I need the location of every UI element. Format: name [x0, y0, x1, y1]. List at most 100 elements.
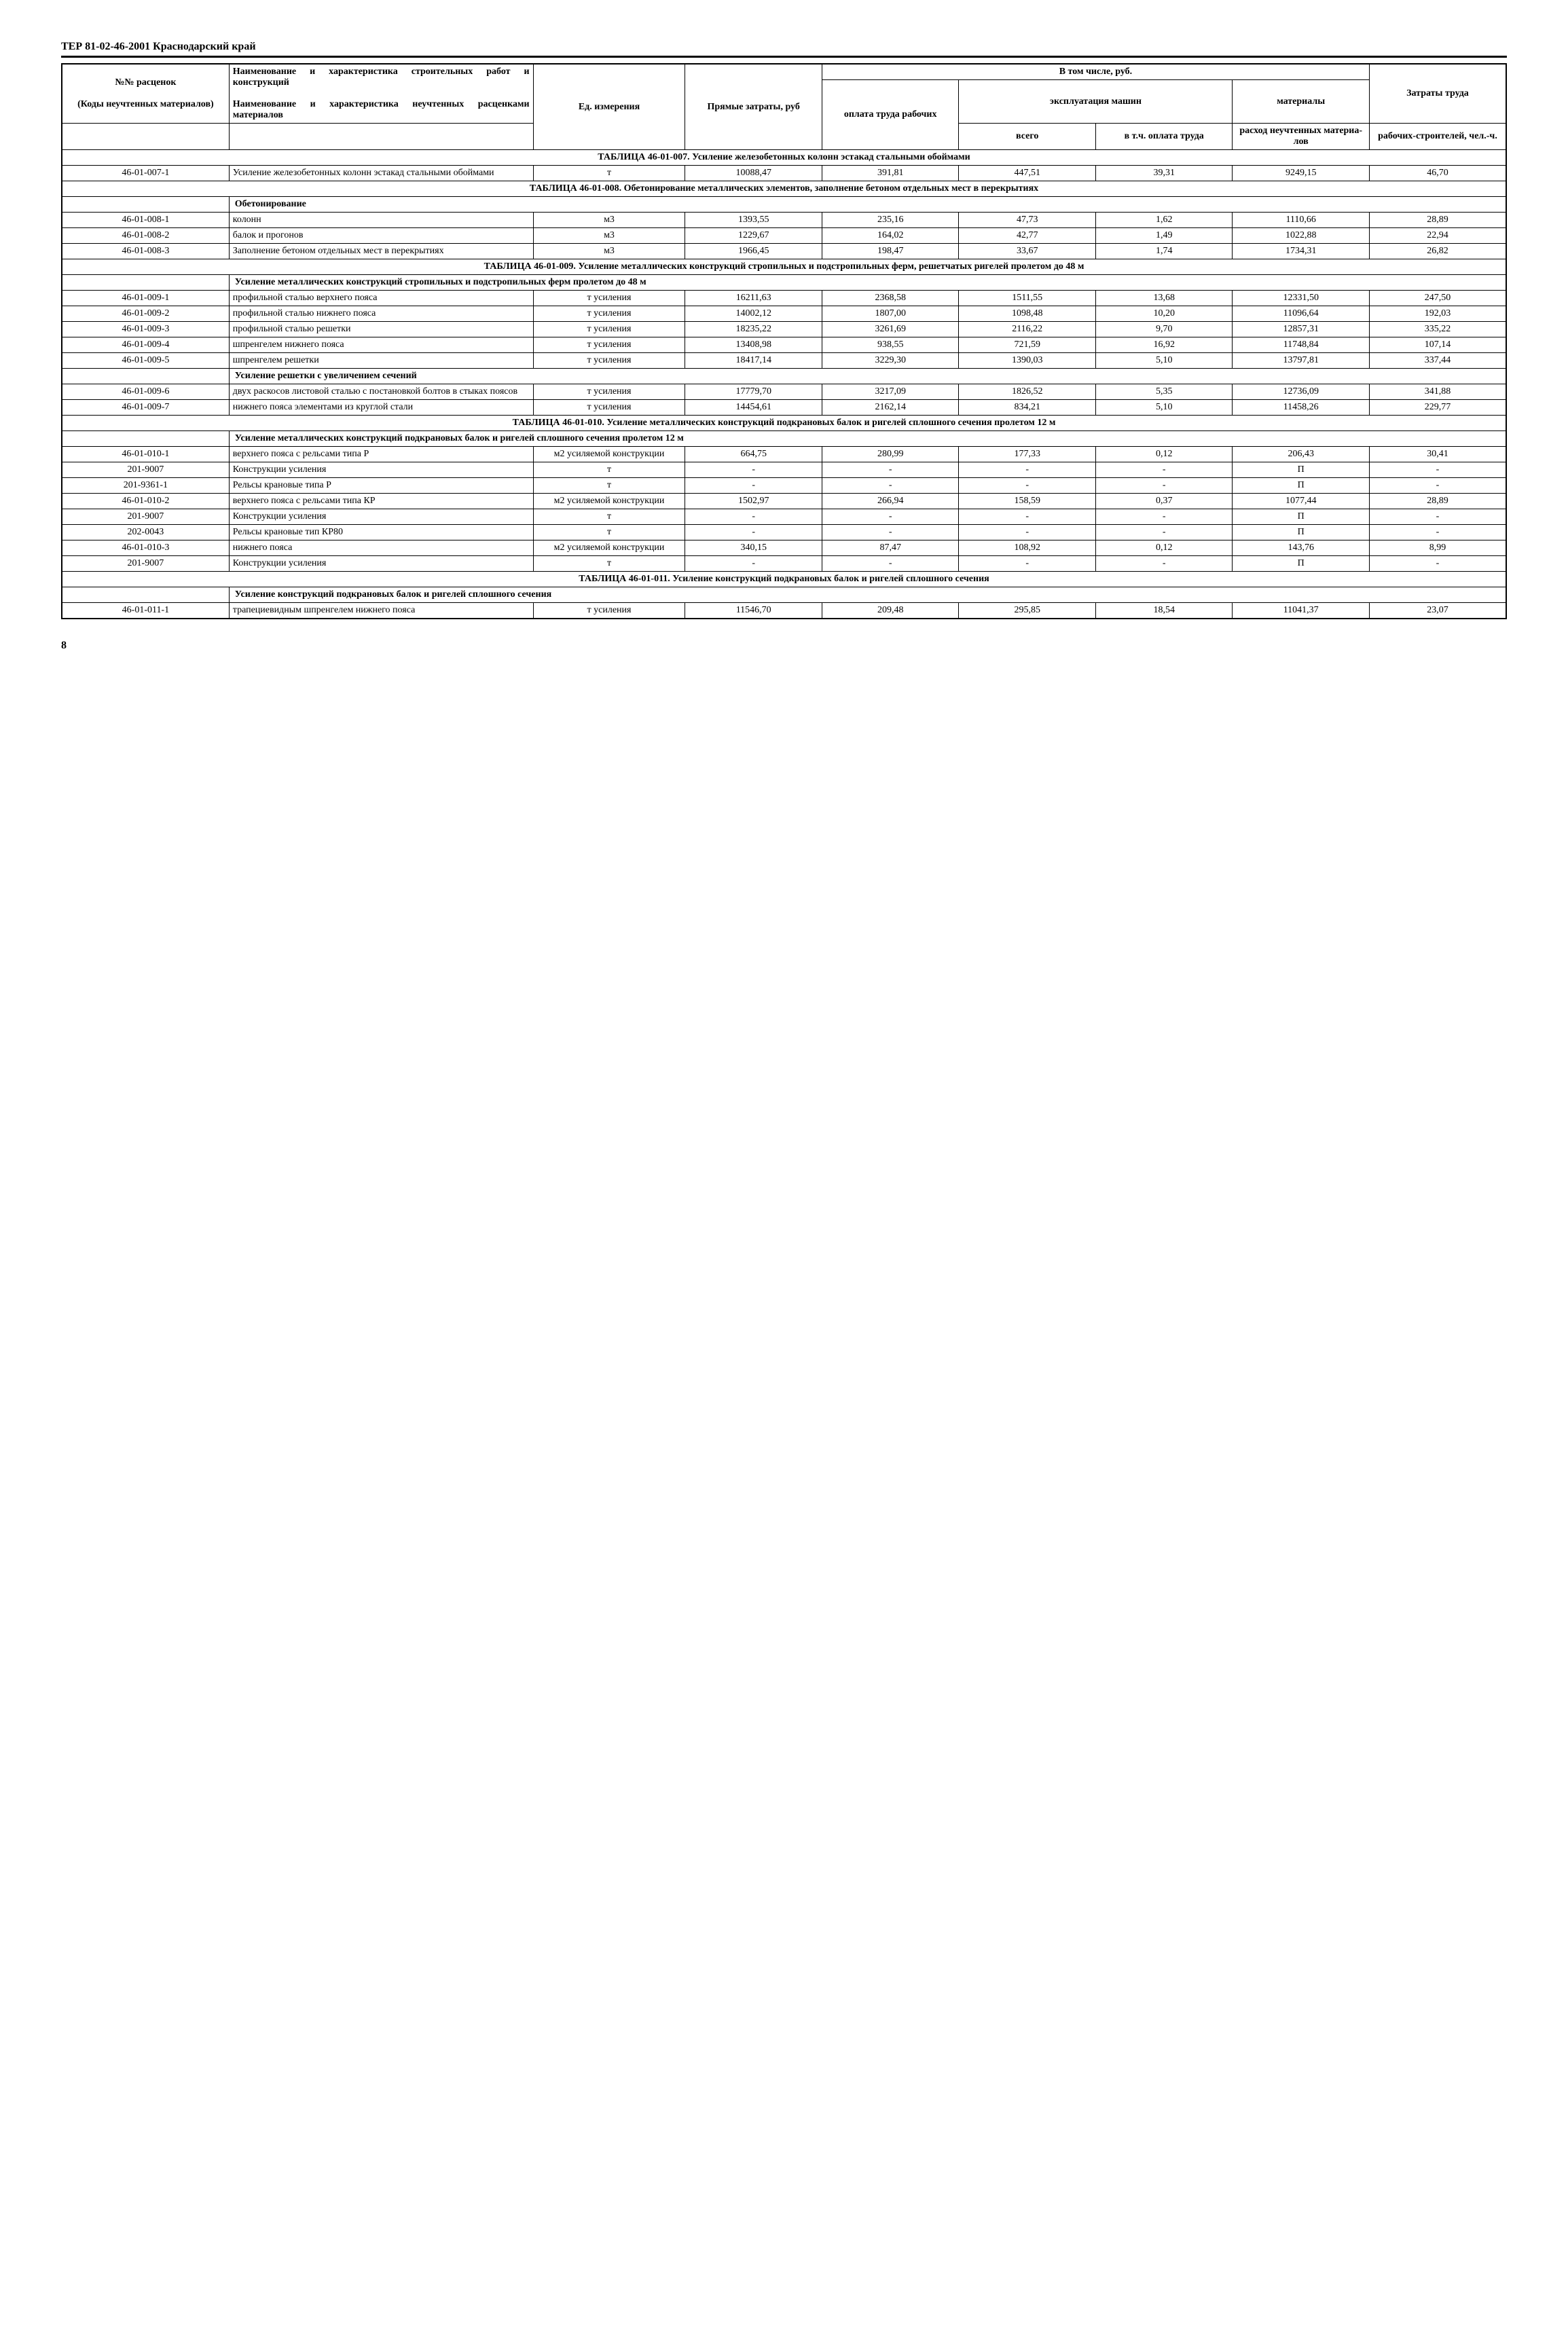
main-table: №№ расценок (Коды неучтенных материалов)…	[61, 63, 1507, 619]
materials-cell: 1110,66	[1233, 213, 1370, 228]
direct-cost-cell: 17779,70	[685, 384, 822, 400]
code-cell: 46-01-008-2	[62, 228, 229, 244]
section-header: ТАБЛИЦА 46-01-008. Обетонирование металл…	[62, 181, 1506, 197]
incl-labor-cell: -	[1095, 509, 1233, 525]
code-cell: 46-01-009-3	[62, 322, 229, 337]
direct-cost-cell: -	[685, 462, 822, 478]
header-expl: эксплуатация машин	[959, 80, 1233, 124]
materials-cell: П	[1233, 509, 1370, 525]
header-labor-top: Затраты труда	[1373, 88, 1502, 99]
incl-labor-cell: 10,20	[1095, 306, 1233, 322]
labor-hours-cell: 30,41	[1369, 447, 1506, 462]
name-cell: Усиление железобе­тонных колонн эстакад …	[229, 166, 533, 181]
labor-hours-cell: 335,22	[1369, 322, 1506, 337]
wages-cell: 1807,00	[822, 306, 959, 322]
materials-cell: П	[1233, 556, 1370, 572]
incl-labor-cell: -	[1095, 525, 1233, 540]
header-code-bottom: (Коды неучтенных материалов)	[66, 99, 225, 110]
unit-cell: т	[533, 509, 685, 525]
total-cell: 1511,55	[959, 291, 1096, 306]
code-cell: 201-9007	[62, 556, 229, 572]
direct-cost-cell: 1229,67	[685, 228, 822, 244]
labor-hours-cell: 341,88	[1369, 384, 1506, 400]
unit-cell: т усиления	[533, 353, 685, 369]
code-cell: 201-9361-1	[62, 478, 229, 494]
direct-cost-cell: 14454,61	[685, 400, 822, 416]
direct-cost-cell: 16211,63	[685, 291, 822, 306]
total-cell: 177,33	[959, 447, 1096, 462]
header-name-bottom: Наименование и харак­теристика неучтенны…	[233, 99, 530, 121]
header-unit: Ед. измере­ния	[533, 64, 685, 150]
materials-cell: П	[1233, 525, 1370, 540]
header-direct-cost: Прямые затраты, руб	[685, 64, 822, 150]
direct-cost-cell: 14002,12	[685, 306, 822, 322]
code-cell: 201-9007	[62, 462, 229, 478]
materials-cell: 11748,84	[1233, 337, 1370, 353]
total-cell: -	[959, 525, 1096, 540]
unit-cell: м2 усиляе­мой конст­рукции	[533, 540, 685, 556]
unit-cell: т	[533, 478, 685, 494]
materials-cell: 143,76	[1233, 540, 1370, 556]
unit-cell: т усиления	[533, 337, 685, 353]
section-header: ТАБЛИЦА 46-01-011. Усиление конструкций …	[62, 572, 1506, 587]
materials-cell: 206,43	[1233, 447, 1370, 462]
direct-cost-cell: -	[685, 556, 822, 572]
materials-cell: 12331,50	[1233, 291, 1370, 306]
name-cell: Рельсы крановые типа Р	[229, 478, 533, 494]
section-header: ТАБЛИЦА 46-01-010. Усиление металлически…	[62, 416, 1506, 431]
direct-cost-cell: 664,75	[685, 447, 822, 462]
section-header: ТАБЛИЦА 46-01-007. Усиление железобетонн…	[62, 150, 1506, 166]
name-cell: профильной сталью решетки	[229, 322, 533, 337]
header-total: всего	[959, 124, 1096, 150]
name-cell: колонн	[229, 213, 533, 228]
header-wages: оплата труда рабочих	[822, 80, 959, 150]
total-cell: 2116,22	[959, 322, 1096, 337]
unit-cell: т	[533, 462, 685, 478]
unit-cell: т усиления	[533, 603, 685, 619]
wages-cell: -	[822, 478, 959, 494]
name-cell: шпренгелем решетки	[229, 353, 533, 369]
code-cell: 46-01-009-7	[62, 400, 229, 416]
wages-cell: 280,99	[822, 447, 959, 462]
direct-cost-cell: 13408,98	[685, 337, 822, 353]
labor-hours-cell: 28,89	[1369, 213, 1506, 228]
wages-cell: 938,55	[822, 337, 959, 353]
labor-hours-cell: 247,50	[1369, 291, 1506, 306]
unit-cell: т усиления	[533, 400, 685, 416]
name-cell: нижнего пояса элемен­тами из круглой ста…	[229, 400, 533, 416]
labor-hours-cell: 22,94	[1369, 228, 1506, 244]
code-cell: 46-01-010-3	[62, 540, 229, 556]
total-cell: 721,59	[959, 337, 1096, 353]
unit-cell: м2 усиляе­мой конст­рукции	[533, 494, 685, 509]
name-cell: верхнего пояса с рельсами типа Р	[229, 447, 533, 462]
total-cell: 47,73	[959, 213, 1096, 228]
labor-hours-cell: 46,70	[1369, 166, 1506, 181]
unit-cell: т усиления	[533, 306, 685, 322]
wages-cell: 2368,58	[822, 291, 959, 306]
unit-cell: т усиления	[533, 322, 685, 337]
header-materials-top: материа­лы	[1233, 80, 1370, 124]
total-cell: -	[959, 556, 1096, 572]
wages-cell: 3261,69	[822, 322, 959, 337]
header-vtom: В том числе, руб.	[822, 64, 1369, 80]
wages-cell: 266,94	[822, 494, 959, 509]
incl-labor-cell: 5,10	[1095, 353, 1233, 369]
name-cell: нижнего пояса	[229, 540, 533, 556]
name-cell: Рельсы крановые тип КР80	[229, 525, 533, 540]
page-number: 8	[61, 640, 1507, 652]
materials-cell: 11458,26	[1233, 400, 1370, 416]
subsection-header: Усиление решетки с увеличением сечений	[229, 369, 1506, 384]
name-cell: Заполнение бетоном отдельных мест в пере…	[229, 244, 533, 259]
incl-labor-cell: -	[1095, 462, 1233, 478]
name-cell: шпренгелем нижнего пояса	[229, 337, 533, 353]
direct-cost-cell: 18417,14	[685, 353, 822, 369]
incl-labor-cell: 5,10	[1095, 400, 1233, 416]
materials-cell: 12736,09	[1233, 384, 1370, 400]
code-cell: 202-0043	[62, 525, 229, 540]
incl-labor-cell: 1,74	[1095, 244, 1233, 259]
header-code: №№ расценок (Коды неучтенных материалов)	[62, 64, 229, 124]
materials-cell: 1077,44	[1233, 494, 1370, 509]
wages-cell: 198,47	[822, 244, 959, 259]
direct-cost-cell: 1393,55	[685, 213, 822, 228]
incl-labor-cell: 1,62	[1095, 213, 1233, 228]
